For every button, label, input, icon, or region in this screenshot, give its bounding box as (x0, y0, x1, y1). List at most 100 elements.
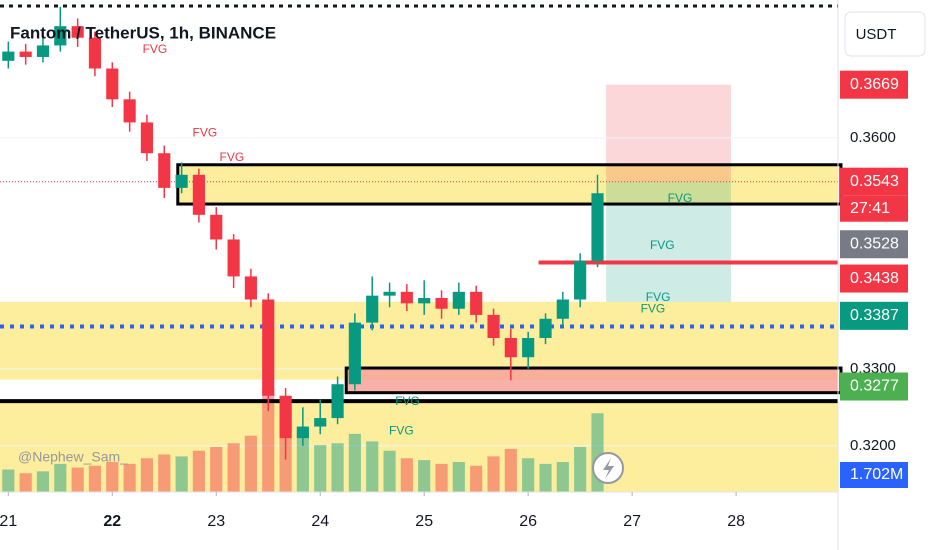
price-label: 0.3669 (850, 76, 899, 93)
candle-body (574, 261, 587, 300)
volume-bar (400, 458, 413, 492)
candle-body (522, 338, 535, 358)
x-tick-label: 21 (0, 513, 17, 530)
price-label: 0.3528 (850, 235, 899, 252)
volume-bar (158, 454, 171, 492)
candle-body (487, 314, 500, 339)
candle-body (262, 299, 275, 396)
candle-body (366, 295, 379, 323)
lightning-icon (603, 458, 614, 479)
x-tick-label: 27 (623, 513, 641, 530)
chart-title: Fantom / TetherUS, 1h, BINANCE (10, 23, 276, 42)
price-label-box (840, 167, 908, 196)
volume-bar (331, 443, 344, 492)
candle-body (123, 99, 136, 123)
y-tick-label: 0.3600 (850, 129, 896, 146)
volume-bar (262, 388, 275, 492)
volume-bar (54, 463, 67, 492)
fvg-label: FVG (395, 394, 420, 408)
x-tick-label: 24 (311, 513, 329, 530)
y-tick-label: 0.3200 (850, 437, 896, 454)
volume-bar (19, 473, 32, 492)
volume-bar (140, 458, 153, 492)
volume-bar (314, 445, 327, 492)
volume-label: 1.702M (850, 466, 903, 483)
price-label: 0.3277 (850, 378, 899, 395)
fvg-label: FVG (220, 150, 245, 164)
volume-bar (296, 432, 309, 492)
x-tick-label: 25 (415, 513, 433, 530)
volume-bar (88, 465, 102, 492)
candle-body (175, 174, 188, 188)
candle-body (556, 299, 569, 319)
volume-bar (522, 458, 535, 492)
volume-bar (470, 465, 483, 492)
candle-body (331, 384, 344, 419)
price-label-box (840, 372, 908, 401)
watermark: @Nephew_Sam_ (18, 449, 128, 465)
candle-body (88, 37, 102, 69)
stop-zone (606, 181, 731, 302)
countdown-box (840, 195, 908, 222)
volume-bar (123, 463, 136, 492)
price-label-box (840, 70, 908, 99)
candle-body (106, 68, 119, 100)
candle-body (158, 153, 171, 188)
candle-body (279, 395, 292, 439)
candle-body (435, 297, 448, 309)
candle-body (539, 318, 552, 339)
volume-bar (487, 456, 500, 492)
volume-bar (106, 462, 119, 492)
volume-bar (418, 460, 431, 492)
candle-body (140, 122, 153, 154)
zone (177, 164, 839, 205)
volume-bar (210, 447, 223, 492)
candle-body (2, 51, 15, 61)
volume-bar (71, 467, 84, 492)
volume-bar (504, 448, 517, 492)
volume-bar (539, 463, 552, 492)
candle-body (192, 174, 205, 215)
volume-bar (36, 471, 50, 492)
currency-button[interactable] (844, 11, 926, 57)
x-tick-label: 28 (727, 513, 745, 530)
x-tick-label: 22 (103, 513, 121, 530)
volume-bar (452, 462, 465, 492)
volume-bar (175, 456, 188, 492)
candle-body (348, 322, 361, 385)
candle-body (244, 276, 257, 300)
candle-body (54, 26, 67, 46)
volume-bar (366, 441, 379, 492)
volume-bar (192, 450, 205, 492)
volume-bar (348, 433, 361, 492)
price-label: 0.3543 (850, 173, 899, 190)
fvg-label: FVG (143, 42, 168, 56)
zone (346, 368, 838, 393)
candle-body (591, 193, 604, 262)
volume-bar (435, 463, 448, 492)
fvg-label: FVG (641, 302, 666, 316)
fvg-label: FVG (650, 238, 675, 252)
candle-body (36, 45, 50, 57)
price-label-box (840, 230, 908, 259)
currency[interactable]: USDT (856, 26, 897, 43)
candle-body (418, 297, 431, 304)
candle-body (71, 26, 84, 38)
x-tick-label: 23 (207, 513, 225, 530)
candle-body (19, 51, 32, 57)
volume-label-box (840, 462, 908, 488)
candle-body (227, 239, 240, 277)
price-label-box (840, 301, 908, 330)
volume-bar (383, 450, 396, 492)
candle-body (210, 214, 223, 240)
candle-body (470, 291, 483, 315)
candle-body (314, 418, 327, 427)
candle-body (400, 291, 413, 304)
candle-body (383, 291, 396, 296)
candle-body (452, 291, 465, 309)
fvg-label: FVG (646, 290, 671, 304)
volume-bar (2, 469, 15, 492)
price-label-box (840, 264, 908, 293)
volume-bar (244, 435, 257, 492)
